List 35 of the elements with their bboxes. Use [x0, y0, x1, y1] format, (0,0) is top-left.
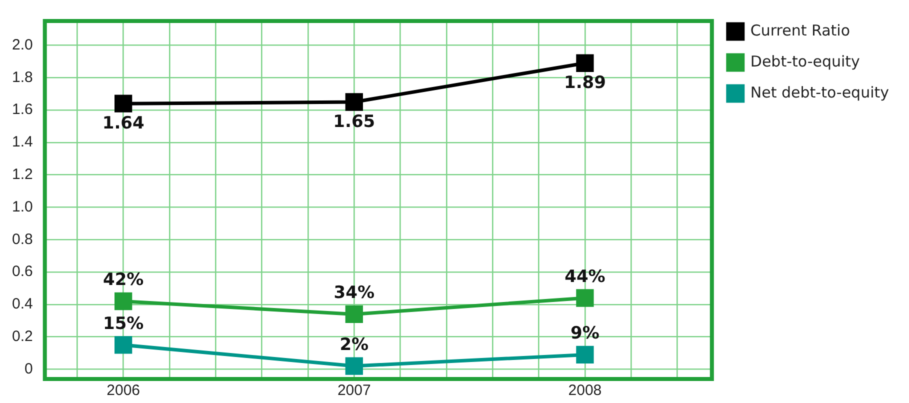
data-label: 34% [334, 283, 374, 304]
point [345, 305, 363, 324]
point [114, 336, 132, 354]
x-tick-label: 2006 [106, 382, 140, 400]
y-tick-label: 1.8 [12, 68, 33, 86]
point [576, 346, 594, 364]
y-tick-label: 0.6 [12, 263, 33, 280]
y-tick-label: 1.6 [12, 101, 33, 118]
x-tick-label: 2008 [568, 382, 602, 400]
legend-label: Net debt-to-equity [750, 83, 890, 102]
data-label: 42% [102, 270, 144, 290]
data-label: 2% [340, 334, 369, 355]
point [114, 292, 132, 310]
data-label: 44% [564, 266, 606, 287]
point [576, 54, 594, 72]
x-tick-label: 2007 [337, 382, 371, 400]
legend-label: Debt-to-equity [750, 52, 860, 70]
point [345, 357, 363, 375]
data-label: 15% [102, 314, 144, 334]
data-label: 1.64 [102, 114, 144, 134]
y-tick-label: 0.2 [12, 328, 33, 346]
data-label: 1.89 [564, 73, 606, 94]
text: 2.0 [12, 36, 33, 54]
text: 1.0 [12, 198, 33, 216]
point [576, 289, 594, 307]
y-tick-label: 1.4 [12, 134, 33, 151]
legend-label: Current Ratio [750, 21, 850, 40]
y-tick-label: 0 [24, 360, 33, 378]
y-tick-label: 1.2 [12, 166, 33, 184]
point [345, 93, 363, 111]
y-tick-label: 0.4 [12, 296, 33, 313]
data-label: 9% [570, 324, 600, 344]
y-tick-label: 0.8 [12, 230, 33, 248]
data-label: 1.65 [333, 112, 376, 132]
point [114, 94, 132, 112]
